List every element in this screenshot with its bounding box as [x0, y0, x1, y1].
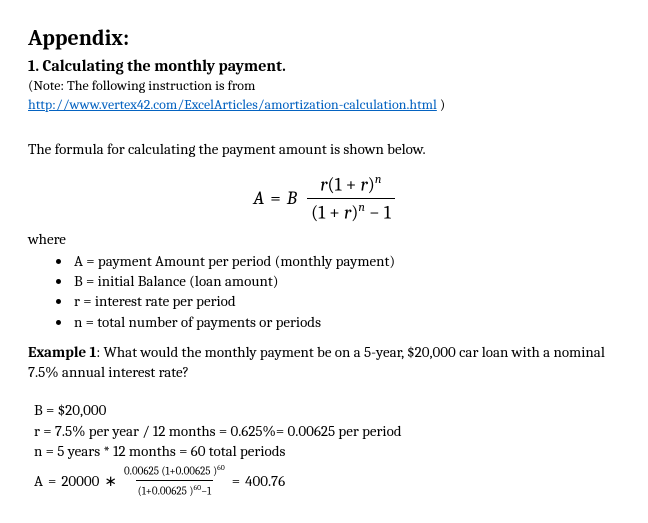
calc-result: 400.76 [245, 471, 285, 491]
calc-lhs: A [34, 471, 43, 491]
def-B: B = initial Balance (loan amount) [72, 271, 620, 291]
source-note: (Note: The following instruction is from… [28, 77, 620, 115]
formula-lhs: A [253, 186, 264, 212]
example-text: : What would the monthly payment be on a… [28, 343, 605, 381]
calc-num-exp: 60 [217, 463, 225, 472]
note-suffix: ) [437, 96, 445, 113]
formula-fraction: r(1 + r)n (1 + r)n − 1 [307, 173, 395, 224]
formula-numerator: r(1 + r)n [316, 173, 385, 198]
calc-num-text: 0.00625 (1+0.00625 ) [124, 465, 217, 478]
def-r: r = interest rate per period [72, 291, 620, 311]
example-body: B = $20,000 r = 7.5% per year / 12 month… [34, 400, 620, 499]
formula-den-minus: − 1 [365, 202, 391, 224]
calc-coef: 20000 [61, 471, 99, 491]
calc-den-exp: 60 [193, 483, 201, 492]
example-line-n: n = 5 years * 12 months = 60 total perio… [34, 441, 620, 461]
main-formula: A = B r(1 + r)n (1 + r)n − 1 [28, 173, 620, 224]
example-heading: Example 1: What would the monthly paymen… [28, 342, 620, 383]
formula-eq: = [270, 186, 281, 212]
formula-num-exp: n [375, 173, 382, 187]
def-A: A = payment Amount per period (monthly p… [72, 251, 620, 271]
example-label: Example 1 [28, 343, 96, 361]
where-label: where [28, 229, 620, 249]
calc-den: (1+0.00625 )60−1 [136, 480, 214, 498]
formula-num-r2: r [360, 174, 367, 196]
formula-denominator: (1 + r)n − 1 [307, 198, 395, 224]
formula-coef: B [287, 186, 297, 212]
calc-den-text: (1+0.00625 ) [138, 485, 194, 498]
formula-num-open: (1 + [327, 174, 360, 196]
calc-den-tail: −1 [201, 485, 211, 498]
variable-definitions: A = payment Amount per period (monthly p… [28, 251, 620, 332]
note-prefix: (Note: The following instruction is from [28, 77, 255, 94]
calc-eq2: = [232, 471, 240, 491]
calc-star: ∗ [104, 471, 117, 491]
example-line-r: r = 7.5% per year / 12 months = 0.625%= … [34, 421, 620, 441]
formula-num-close: ) [368, 174, 375, 196]
calc-eq1: = [48, 471, 56, 491]
calc-num: 0.00625 (1+0.00625 )60 [122, 463, 227, 480]
calc-fraction: 0.00625 (1+0.00625 )60 (1+0.00625 )60−1 [122, 463, 227, 499]
def-n: n = total number of payments or periods [72, 312, 620, 332]
source-link[interactable]: http://www.vertex42.com/ExcelArticles/am… [28, 96, 437, 113]
formula-den-open: (1 + [311, 202, 344, 224]
appendix-title: Appendix: [28, 24, 620, 54]
section-heading: 1. Calculating the monthly payment. [28, 56, 620, 78]
example-calc: A = 20000 ∗ 0.00625 (1+0.00625 )60 (1+0.… [34, 463, 285, 499]
example-line-B: B = $20,000 [34, 400, 620, 420]
intro-text: The formula for calculating the payment … [28, 139, 620, 159]
formula-den-exp: n [358, 201, 365, 215]
